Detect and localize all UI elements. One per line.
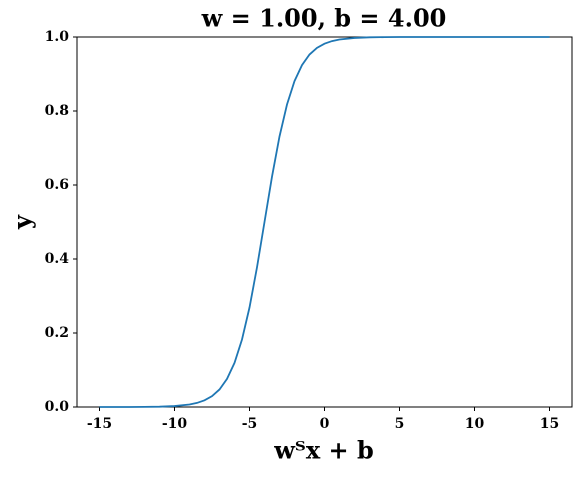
y-tick-label: 0.6 — [45, 177, 69, 193]
x-tick-label: 5 — [395, 416, 405, 432]
y-axis-label: y — [8, 214, 37, 230]
plot-frame — [76, 36, 573, 408]
y-tick-label: 0.8 — [45, 103, 69, 119]
y-tick-label: 0.0 — [45, 399, 70, 415]
x-tick-label: 10 — [465, 416, 485, 432]
x-tick-label: 15 — [540, 416, 559, 432]
x-axis-label: wᵀx + b — [273, 436, 373, 465]
x-tick-label: -10 — [162, 416, 188, 432]
x-tick-label: 0 — [320, 416, 330, 432]
y-tick-label: 1.0 — [45, 29, 70, 45]
chart-title: w = 1.00, b = 4.00 — [201, 4, 447, 33]
y-tick-label: 0.2 — [45, 325, 69, 341]
y-tick-label: 0.4 — [45, 251, 70, 267]
line-series — [99, 36, 550, 408]
x-tick-label: -15 — [87, 416, 112, 432]
x-tick-label: -5 — [242, 416, 258, 432]
